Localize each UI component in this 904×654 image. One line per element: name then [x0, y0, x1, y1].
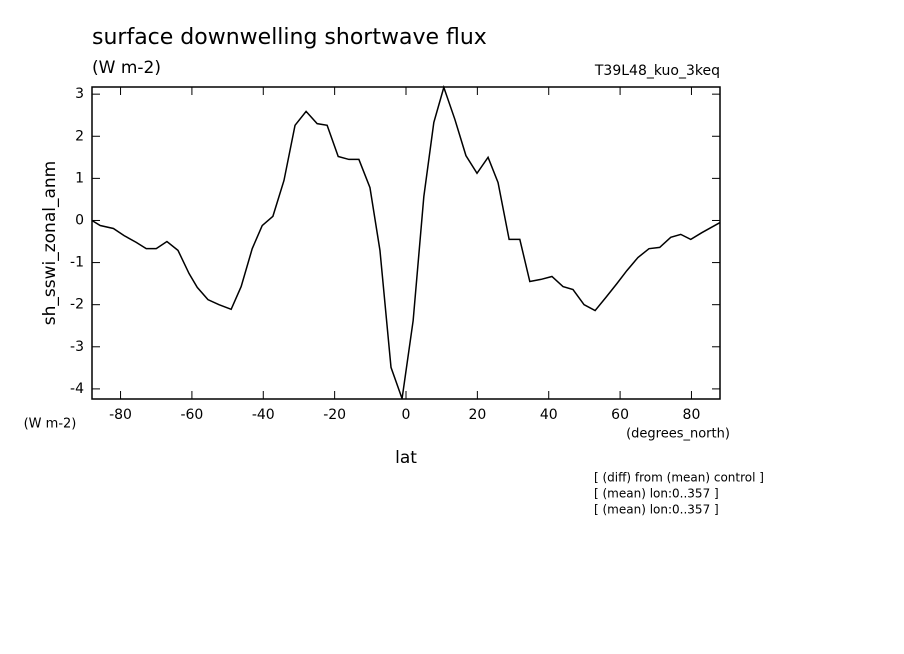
x-tick-label: -40	[252, 407, 275, 423]
chart-subtitle: (W m-2)	[92, 58, 161, 78]
x-tick-label: 60	[611, 407, 629, 423]
y-tick-label: 3	[75, 86, 84, 102]
x-tick-label: -80	[109, 407, 132, 423]
x-tick-label: 80	[683, 407, 701, 423]
x-tick-label: 40	[540, 407, 558, 423]
x-tick-label: -20	[323, 407, 346, 423]
y-units: (W m-2)	[24, 417, 77, 432]
y-axis-label: sh_sswi_zonal_anm	[40, 161, 60, 325]
y-tick-label: -4	[70, 381, 84, 397]
y-tick-label: 1	[75, 170, 84, 186]
x-tick-label: -60	[180, 407, 203, 423]
note: [ (mean) lon:0..357 ]	[594, 487, 719, 501]
x-tick-label: 20	[468, 407, 486, 423]
y-tick-label: 2	[75, 128, 84, 144]
x-units: (degrees_north)	[626, 427, 730, 442]
note: [ (diff) from (mean) control ]	[594, 471, 764, 485]
plot-frame	[91, 86, 721, 400]
y-tick-label: 0	[75, 212, 84, 228]
x-tick-label: 0	[402, 407, 411, 423]
note: [ (mean) lon:0..357 ]	[594, 503, 719, 517]
y-tick-label: -2	[70, 297, 84, 313]
y-tick-label: -3	[70, 339, 84, 355]
y-tick-label: -1	[70, 255, 84, 271]
x-axis-label: lat	[395, 448, 417, 468]
chart-title: surface downwelling shortwave flux	[92, 25, 487, 50]
run-label: T39L48_kuo_3keq	[594, 63, 720, 79]
data-line	[91, 84, 721, 399]
